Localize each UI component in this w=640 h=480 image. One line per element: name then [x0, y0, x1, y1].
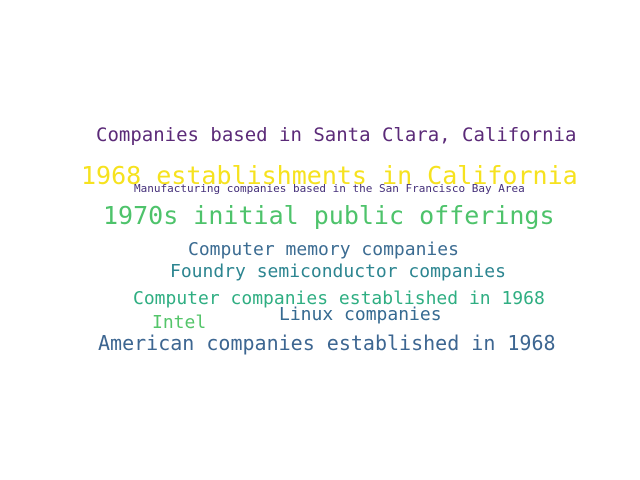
word-computer-memory-companies: Computer memory companies	[188, 241, 459, 259]
word-santa-clara-companies: Companies based in Santa Clara, Californ…	[96, 126, 576, 145]
word-foundry-semiconductor-companies: Foundry semiconductor companies	[170, 263, 506, 281]
word-manufacturing-bay-area: Manufacturing companies based in the San…	[134, 183, 525, 194]
word-american-companies-1968: American companies established in 1968	[98, 333, 556, 353]
word-linux-companies: Linux companies	[279, 306, 442, 324]
word-intel: Intel	[152, 314, 206, 332]
word-1970s-ipos: 1970s initial public offerings	[103, 203, 555, 228]
